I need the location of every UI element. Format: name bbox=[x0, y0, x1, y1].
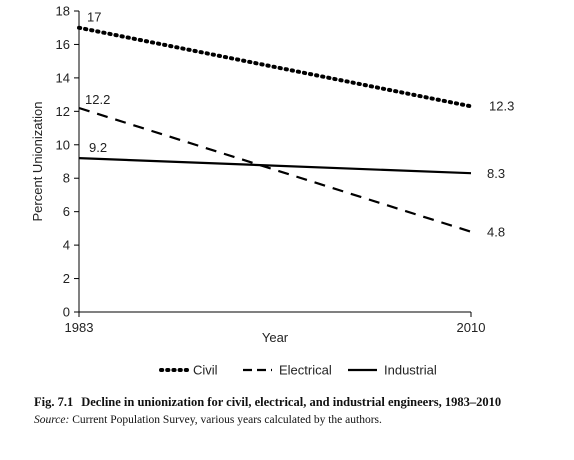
source-label: Source: bbox=[34, 414, 70, 426]
figure-caption: Fig. 7.1 Decline in unionization for civi… bbox=[34, 395, 564, 426]
x-tick-label: 2010 bbox=[457, 320, 486, 335]
data-label-industrial: 8.3 bbox=[487, 166, 505, 181]
figure-number: Fig. 7.1 bbox=[34, 395, 74, 409]
series-line-industrial bbox=[78, 157, 472, 175]
y-tick-label: 10 bbox=[56, 137, 70, 152]
y-tick-label: 12 bbox=[56, 104, 70, 119]
data-label-civil: 17 bbox=[87, 10, 101, 25]
y-axis-title: Percent Unionization bbox=[30, 102, 45, 222]
y-tick-label: 18 bbox=[56, 4, 70, 19]
y-tick-label: 8 bbox=[63, 171, 70, 186]
y-tick-label: 0 bbox=[63, 305, 70, 320]
x-ticks: 1983 2010 bbox=[65, 312, 486, 335]
series-line-electrical bbox=[78, 106, 472, 233]
data-labels: 17 12.3 12.2 4.8 9.2 8.3 bbox=[85, 10, 514, 240]
y-ticks: 0 2 4 6 8 10 12 14 16 18 bbox=[56, 4, 79, 320]
y-tick-label: 2 bbox=[63, 271, 70, 286]
data-label-electrical: 12.2 bbox=[85, 92, 110, 107]
x-tick-label: 1983 bbox=[65, 320, 94, 335]
y-tick-label: 16 bbox=[56, 37, 70, 52]
legend-label-civil: Civil bbox=[193, 363, 218, 378]
source-text: Current Population Survey, various years… bbox=[69, 414, 382, 426]
data-label-industrial: 9.2 bbox=[89, 140, 107, 155]
line-chart: 0 2 4 6 8 10 12 14 16 18 1983 2010 Percent Unioniz… bbox=[30, 4, 514, 378]
series-lines bbox=[77, 25, 473, 233]
y-tick-label: 6 bbox=[63, 204, 70, 219]
y-tick-label: 4 bbox=[63, 238, 70, 253]
x-axis-title: Year bbox=[262, 330, 289, 345]
caption-source: Source: Current Population Survey, vario… bbox=[34, 414, 564, 426]
legend: Civil Electrical Industrial bbox=[159, 363, 437, 378]
y-tick-label: 14 bbox=[56, 70, 70, 85]
caption-title-block: Fig. 7.1 Decline in unionization for civi… bbox=[34, 395, 564, 410]
legend-label-industrial: Industrial bbox=[384, 363, 437, 378]
data-label-electrical: 4.8 bbox=[487, 225, 505, 240]
caption-title: Decline in unionization for civil, elect… bbox=[81, 395, 502, 409]
data-label-civil: 12.3 bbox=[489, 98, 514, 113]
legend-label-electrical: Electrical bbox=[279, 363, 332, 378]
series-line-civil bbox=[77, 25, 473, 109]
